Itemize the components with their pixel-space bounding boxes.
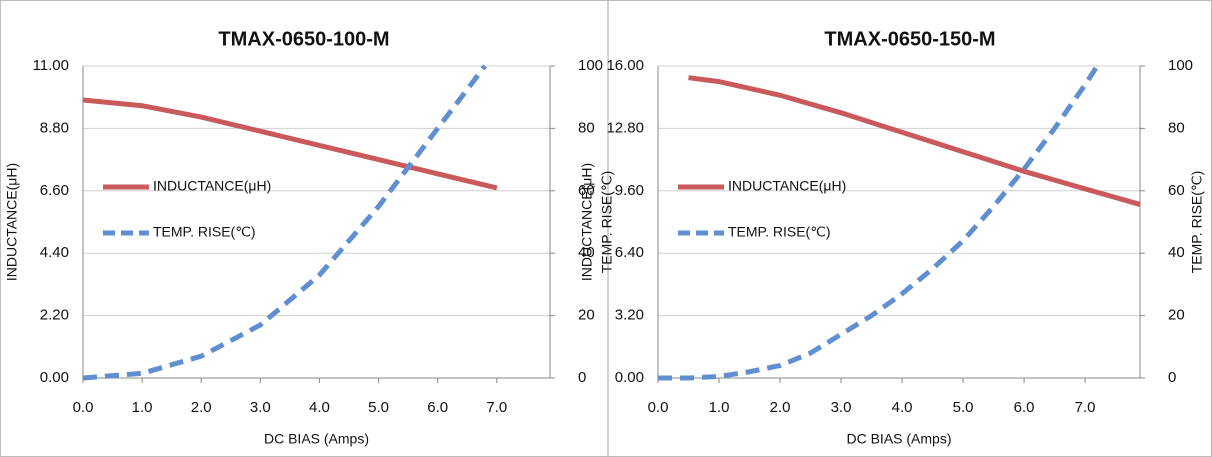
- y-tick-label: 0.00: [615, 369, 644, 386]
- chart-title: TMAX-0650-100-M: [218, 28, 389, 50]
- y2-tick-label: 20: [1168, 307, 1185, 324]
- y-tick-label: 4.40: [40, 244, 69, 261]
- x-tick-label: 7.0: [1075, 399, 1096, 416]
- x-axis-label: DC BIAS (Amps): [264, 431, 369, 447]
- x-tick-label: 4.0: [309, 399, 330, 416]
- legend-label: INDUCTANCE(μH): [728, 178, 846, 194]
- y-tick-label: 6.40: [615, 244, 644, 261]
- y-tick-label: 9.60: [615, 182, 644, 199]
- y2-tick-label: 20: [578, 307, 595, 324]
- y2-tick-label: 0: [578, 369, 586, 386]
- y-tick-label: 2.20: [40, 307, 69, 324]
- y-axis-label: INDUCTANCE(μH): [4, 163, 20, 281]
- legend-label: TEMP. RISE(℃): [728, 224, 831, 240]
- series-line: [82, 64, 487, 381]
- x-axis-label: DC BIAS (Amps): [846, 431, 951, 447]
- y2-tick-label: 80: [578, 119, 595, 136]
- y-tick-label: 11.00: [33, 57, 69, 74]
- x-tick-label: 2.0: [770, 399, 791, 416]
- y-tick-label: 8.80: [40, 119, 69, 136]
- y-tick-label: 12.80: [606, 119, 644, 136]
- x-tick-label: 1.0: [132, 399, 153, 416]
- chart-title: TMAX-0650-150-M: [824, 28, 995, 50]
- y-tick-label: 3.20: [615, 307, 644, 324]
- x-tick-label: 1.0: [709, 399, 730, 416]
- x-tick-label: 5.0: [368, 399, 389, 416]
- series-line: [658, 64, 1100, 381]
- legend-label: INDUCTANCE(μH): [153, 178, 271, 194]
- y2-tick-label: 40: [578, 244, 595, 261]
- y2-axis-label: TEMP. RISE(℃): [599, 171, 615, 274]
- x-tick-label: 5.0: [953, 399, 974, 416]
- x-tick-label: 3.0: [831, 399, 852, 416]
- x-tick-label: 2.0: [191, 399, 212, 416]
- y-tick-label: 16.00: [606, 57, 644, 74]
- y2-tick-label: 100: [1168, 57, 1193, 74]
- x-tick-label: 6.0: [1014, 399, 1035, 416]
- x-tick-label: 0.0: [648, 399, 669, 416]
- y2-tick-label: 60: [578, 182, 595, 199]
- y-axis-label: INDUCTANCE(μH): [579, 163, 595, 281]
- x-tick-label: 6.0: [427, 399, 448, 416]
- y2-axis-label: TEMP. RISE(℃): [1189, 171, 1205, 274]
- legend-label: TEMP. RISE(℃): [153, 224, 256, 240]
- series-line: [688, 75, 1141, 207]
- y-tick-label: 6.60: [40, 182, 69, 199]
- y2-tick-label: 80: [1168, 119, 1185, 136]
- series-line: [82, 97, 498, 191]
- y2-tick-label: 0: [1168, 369, 1176, 386]
- x-tick-label: 7.0: [486, 399, 507, 416]
- y2-tick-label: 100: [578, 57, 603, 74]
- x-tick-label: 0.0: [73, 399, 94, 416]
- y2-tick-label: 60: [1168, 182, 1185, 199]
- y2-tick-label: 40: [1168, 244, 1185, 261]
- x-tick-label: 3.0: [250, 399, 271, 416]
- y-tick-label: 0.00: [40, 369, 69, 386]
- x-tick-label: 4.0: [892, 399, 913, 416]
